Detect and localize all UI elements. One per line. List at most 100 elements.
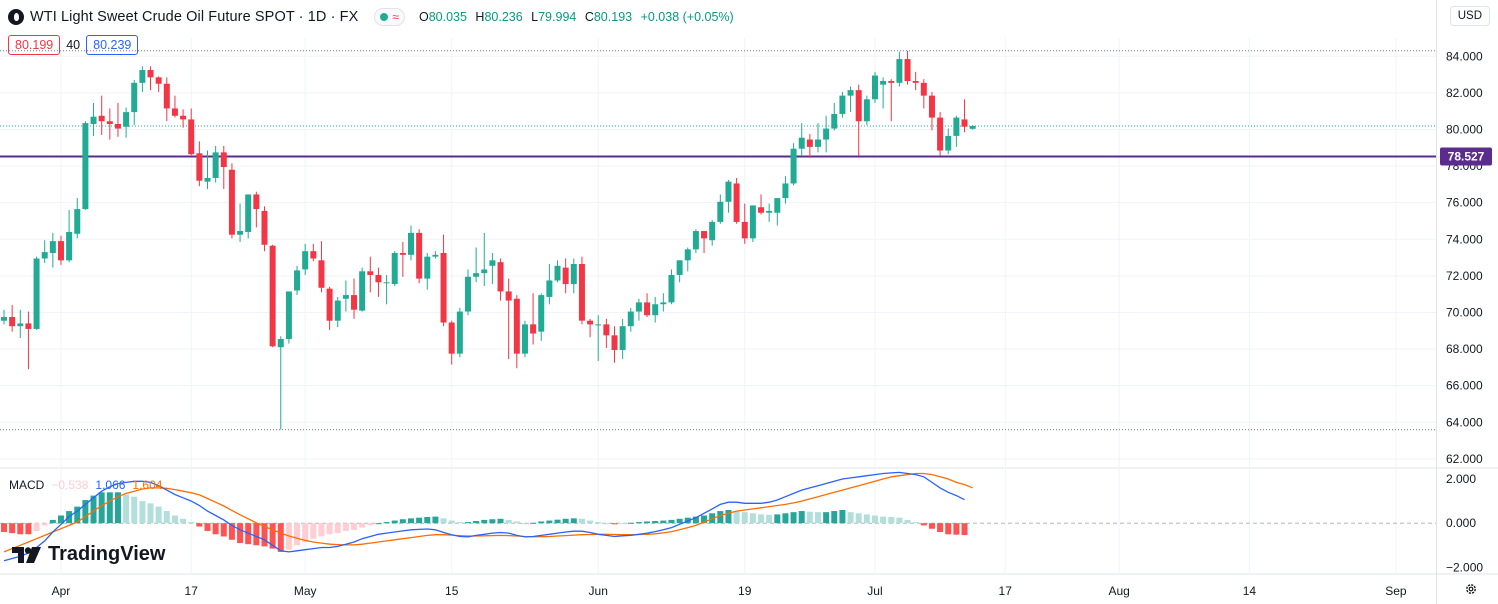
candle-body [758, 207, 765, 213]
macd-histogram-bar [74, 506, 81, 524]
macd-histogram-bar [163, 511, 170, 524]
candle-body [945, 135, 952, 151]
candle-body [147, 70, 154, 78]
price-tick-label: 82.000 [1446, 86, 1483, 100]
macd-histogram-bar [106, 492, 113, 524]
macd-histogram-bar [318, 523, 325, 537]
candle-body [660, 302, 667, 305]
candle-body [912, 81, 919, 83]
candle-body [180, 115, 187, 120]
candle-body [367, 271, 374, 275]
candle-body [888, 81, 895, 83]
macd-histogram-bar [888, 517, 895, 524]
candle-body [546, 280, 553, 297]
macd-histogram-bar [171, 515, 178, 524]
macd-histogram-bar [627, 522, 634, 524]
time-tick-label: Apr [52, 584, 71, 598]
candle-body [595, 324, 602, 326]
sell-button[interactable]: 80.199 [8, 35, 61, 55]
candle-body [82, 123, 89, 210]
market-status-badge[interactable]: ≈ [374, 8, 405, 26]
candle-body [920, 82, 927, 96]
settings-gear-icon[interactable] [1464, 582, 1478, 596]
macd-histogram-bar [513, 521, 520, 524]
candle-body [139, 70, 146, 83]
candle-body [399, 253, 406, 255]
time-tick-label: 14 [1243, 584, 1257, 598]
time-tick-label: Jun [589, 584, 608, 598]
candle-body [823, 128, 830, 140]
candle-body [123, 112, 130, 127]
macd-histogram-bar [790, 512, 797, 524]
candle-body [318, 260, 325, 288]
candlestick-series [1, 50, 976, 430]
candle-body [456, 311, 463, 354]
macd-histogram-bar [326, 523, 333, 535]
ohlc-close-value: 80.193 [593, 10, 633, 24]
macd-histogram-bar [815, 512, 821, 524]
macd-histogram-bar [399, 519, 406, 524]
wave-icon: ≈ [392, 10, 399, 24]
macd-histogram-bar [701, 515, 708, 524]
candle-body [171, 108, 178, 116]
candle-body [774, 198, 781, 213]
macd-title[interactable]: MACD [9, 478, 45, 492]
candle-body [448, 322, 455, 354]
candle-body [237, 231, 244, 235]
time-axis[interactable]: Apr17May15Jun19Jul17Aug14Sep18Oct16Nov [52, 584, 1498, 598]
candle-body [733, 183, 740, 222]
candle-body [969, 125, 976, 129]
macd-histogram-bar [570, 518, 577, 524]
spread-value: 40 [66, 38, 81, 52]
candle-body [294, 270, 301, 291]
macd-tick-label: 2.000 [1446, 472, 1476, 486]
currency-select[interactable]: USD [1449, 6, 1490, 26]
price-axis[interactable]: 62.000 64.000 66.000 68.000 70.000 72.000 74.0… [1440, 49, 1492, 574]
macd-histogram-bar [823, 512, 830, 524]
macd-histogram-bar [98, 492, 105, 524]
candle-body [489, 260, 496, 266]
time-tick-label: Aug [1109, 584, 1130, 598]
macd-histogram-bar [131, 496, 138, 524]
candle-body [676, 260, 683, 275]
macd-histogram-bar [912, 522, 919, 524]
price-tick-label: 66.000 [1446, 379, 1483, 393]
tradingview-logo[interactable]: TradingView [12, 543, 165, 566]
macd-signal-value: 1.604 [132, 478, 163, 492]
candle-body [25, 323, 32, 329]
candle-body [855, 90, 862, 122]
candle-body [359, 271, 366, 311]
macd-histogram-bar [188, 522, 195, 524]
macd-histogram-bar [847, 512, 854, 524]
macd-histogram-bar [766, 514, 773, 524]
candle-body [847, 90, 854, 96]
candle-body [285, 291, 292, 339]
macd-histogram-bar [749, 513, 756, 524]
buy-button[interactable]: 80.239 [86, 35, 139, 55]
candle-body [269, 245, 276, 347]
candle-body [717, 201, 724, 222]
symbol-title[interactable]: WTI Light Sweet Crude Oil Future SPOT · … [30, 9, 359, 25]
time-tick-label: May [294, 584, 317, 598]
candle-body [163, 83, 170, 109]
macd-histogram-bar [880, 516, 887, 524]
macd-histogram-bar [945, 523, 952, 535]
macd-histogram-bar [367, 523, 374, 526]
macd-histogram-bar [725, 509, 732, 524]
price-tick-label: 68.000 [1446, 342, 1483, 356]
macd-histogram-bar [41, 523, 48, 526]
candle-body [684, 249, 691, 261]
macd-histogram-bar [294, 523, 301, 546]
candle-body [782, 183, 789, 199]
candle-body [619, 326, 626, 350]
macd-histogram-bar [123, 494, 130, 524]
candle-body [391, 253, 398, 285]
candle-body [652, 304, 659, 316]
oil-drop-icon [8, 9, 24, 25]
time-tick-label: Jul [867, 584, 882, 598]
candle-body [41, 252, 48, 259]
candle-body [871, 75, 878, 100]
macd-histogram-bar [774, 514, 781, 524]
macd-histogram-bar [928, 523, 935, 529]
